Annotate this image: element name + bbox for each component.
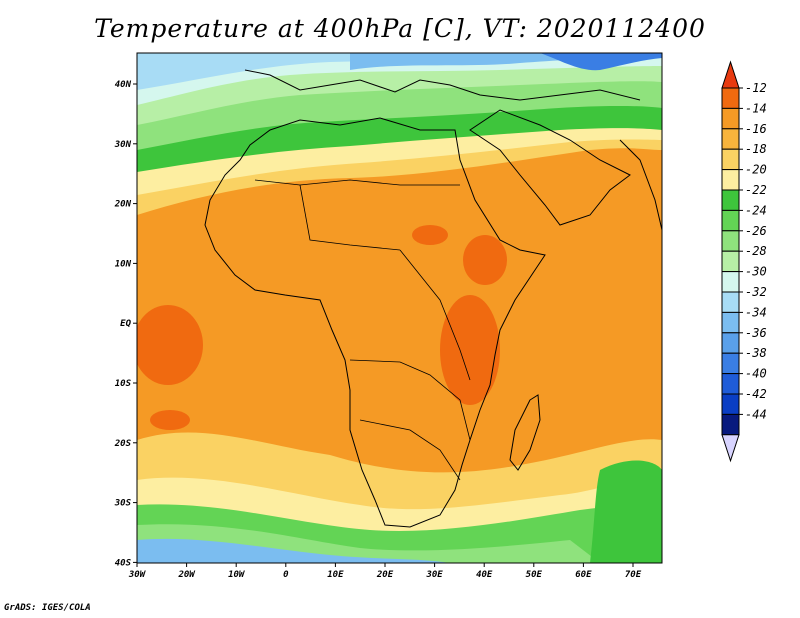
map-frame [136,52,663,564]
colorbar-label: -44 [745,407,767,421]
colorbar-swatch [721,209,740,232]
colorbar-label: -18 [745,142,767,156]
colorbar-label: -24 [745,203,767,217]
y-tick-label: 40S [115,558,132,568]
y-axis: 40N 30N 20N 10N EQ 10S 20S 30S 40S [114,80,137,568]
grads-credit: GrADS: IGES/COLA [4,603,91,613]
colorbar-swatch [721,332,740,354]
temp-band-south-blue [137,538,450,563]
x-tick-label: 30W [128,570,147,580]
warm-patch-ethiopia [463,235,507,285]
warm-patch-sudan [412,225,448,245]
colorbar-swatch [721,148,740,171]
x-axis: 30W 20W 10W 0 10E 20E 30E 40E 50E 60E 70E [128,563,642,580]
border-south [349,359,471,441]
x-tick-label: 10E [327,570,344,580]
colorbar-swatch [721,169,740,191]
y-tick-label: 10S [115,379,132,389]
colorbar-label: -12 [745,81,767,95]
colorbar-label: -34 [745,305,767,319]
border-east [399,249,471,381]
colorbar-swatch [721,352,740,375]
colorbar-swatch [721,128,740,150]
y-tick-label: 10N [115,259,132,269]
madagascar-coast [509,394,541,471]
colorbar-swatch [721,373,740,395]
border-southern [359,419,461,481]
colorbar-label: -16 [745,122,767,136]
y-tick-label: EQ [120,319,131,329]
colorbar-label: -14 [745,101,767,115]
colorbar-label: -40 [745,367,767,381]
colorbar-swatch [721,250,740,273]
africa-coastline [204,117,546,528]
colorbar-swatch [721,271,740,293]
colorbar-label: -28 [745,244,767,258]
india-coast [619,139,662,231]
colorbar-label: -22 [745,183,767,197]
colorbar-label: -42 [745,387,767,401]
warm-patch-atlantic [137,305,203,385]
border-central [299,184,401,251]
colorbar-swatch [721,393,740,415]
colorbar-swatch [721,413,740,436]
country-borders [254,179,471,481]
colorbar-swatch [721,291,740,313]
colorbar-label: -30 [745,265,767,279]
y-tick-label: 30N [114,140,132,150]
europe-coast [244,69,641,101]
warm-patch-south-atlantic [150,410,190,430]
x-tick-label: 10W [228,570,246,580]
x-tick-label: 40E [476,570,493,580]
x-tick-label: 20W [177,570,196,580]
colorbar-swatch [721,230,740,252]
temp-band-south-deepgreen [590,460,662,563]
coastlines [204,69,662,528]
x-tick-label: 30E [425,570,443,580]
arabia-coast [469,109,631,226]
temp-band-north-blue [137,53,662,90]
colorbar-swatch [721,107,740,130]
y-tick-label: 20N [114,200,132,210]
warm-patch-east-africa [440,295,500,405]
x-tick-label: 20E [376,570,394,580]
colorbar-swatch [721,311,740,334]
colorbar-swatch [721,87,740,109]
colorbar-label: -26 [745,224,767,238]
colorbar-bottom-arrow [721,434,740,463]
map-panel [137,53,662,563]
x-tick-label: 0 [283,570,289,580]
x-tick-label: 50E [526,570,543,580]
y-tick-label: 30S [114,499,132,509]
x-tick-label: 60E [575,570,592,580]
y-tick-label: 40N [115,80,132,90]
colorbar: -12 -14 -16 -18 -20 -22 -24 -26 -28 -30 -32 -34 -36 -… [721,60,767,463]
colorbar-top-arrow [721,60,740,89]
temp-band-north-darkblue [540,53,662,71]
map-title: Temperature at 400hPa [C], VT: 202011240… [94,14,706,43]
x-tick-label: 70E [625,570,642,580]
border-sahel [254,179,460,186]
colorbar-label: -36 [745,326,767,340]
colorbar-swatch [721,189,740,211]
y-tick-label: 20S [114,439,132,449]
colorbar-label: -38 [745,346,767,360]
colorbar-label: -20 [745,163,767,177]
colorbar-label: -32 [745,285,767,299]
